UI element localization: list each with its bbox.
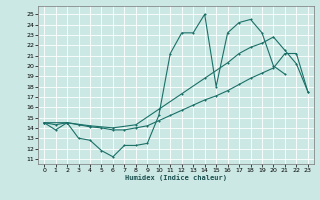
X-axis label: Humidex (Indice chaleur): Humidex (Indice chaleur) [125, 175, 227, 181]
